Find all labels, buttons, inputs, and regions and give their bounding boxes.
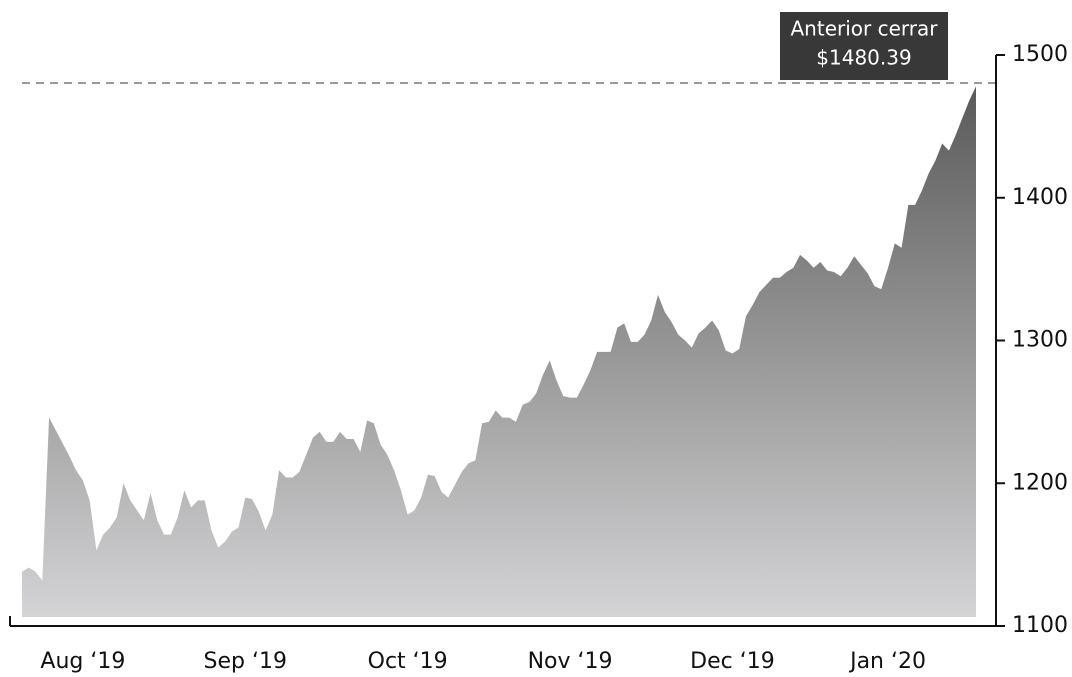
annotation-value: $1480.39 <box>816 46 911 70</box>
area <box>22 86 976 617</box>
annotation-box <box>780 12 948 80</box>
x-tick-label: Aug ‘19 <box>40 649 125 674</box>
y-tick-label: 1200 <box>1012 470 1068 495</box>
x-tick-label: Nov ‘19 <box>528 649 613 674</box>
annotation-label: Anterior cerrar <box>791 17 939 41</box>
x-tick-label: Jan ‘20 <box>848 649 926 674</box>
x-tick-label: Sep ‘19 <box>204 649 287 674</box>
y-tick-label: 1300 <box>1012 328 1068 353</box>
x-tick-label: Oct ‘19 <box>368 649 448 674</box>
x-tick-label: Dec ‘19 <box>690 649 775 674</box>
y-tick-label: 1500 <box>1012 42 1068 67</box>
y-tick-label: 1400 <box>1012 185 1068 210</box>
y-tick-label: 1100 <box>1012 613 1068 638</box>
